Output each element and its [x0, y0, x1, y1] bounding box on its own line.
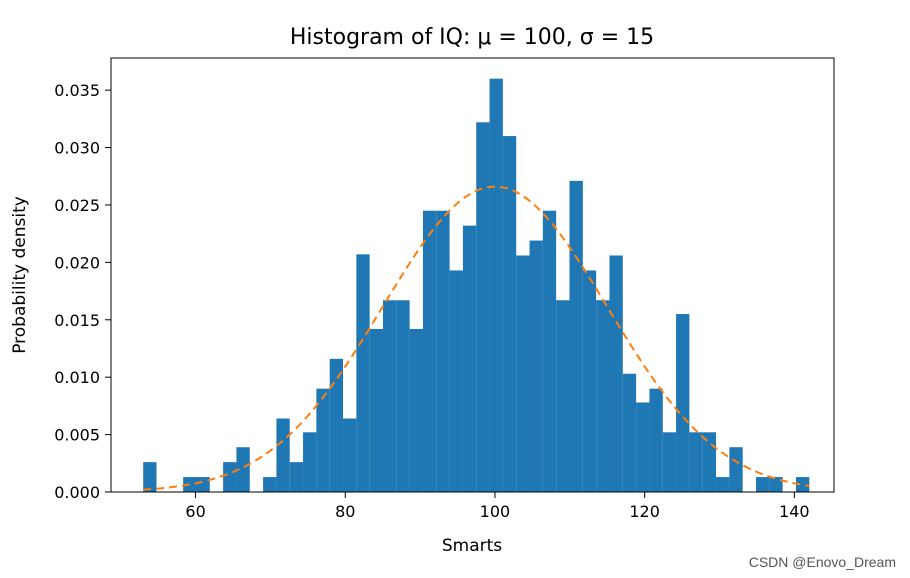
histogram-bar — [276, 418, 290, 492]
x-tick-label: 60 — [185, 502, 205, 521]
histogram-bar — [382, 300, 397, 492]
x-tick-label: 120 — [629, 502, 660, 521]
y-tick-label: 0.035 — [54, 81, 100, 100]
histogram-bar — [196, 477, 210, 492]
normal-pdf-curve — [143, 185, 810, 491]
y-tick-label: 0.000 — [54, 483, 100, 502]
histogram-bar — [556, 300, 570, 492]
histogram-bar — [596, 300, 610, 492]
histogram-bar — [343, 418, 357, 492]
histogram-bar — [462, 225, 477, 492]
x-tick-label: 80 — [335, 502, 355, 521]
histogram-bar — [422, 210, 437, 492]
histogram-bar — [436, 210, 450, 492]
y-tick-label: 0.020 — [54, 253, 100, 272]
histogram-bar — [676, 314, 690, 492]
histogram-bar — [609, 255, 623, 492]
y-tick-label: 0.030 — [54, 139, 100, 158]
x-tick-label: 140 — [779, 502, 810, 521]
histogram-bar — [502, 136, 517, 492]
plot-frame — [110, 57, 835, 493]
histogram-bar — [702, 432, 717, 492]
histogram-bar — [356, 254, 370, 492]
histogram-bar — [143, 462, 157, 492]
histogram-bar — [396, 300, 410, 492]
histogram-bar — [662, 432, 677, 492]
y-tick-label: 0.010 — [54, 368, 100, 387]
histogram-bar — [223, 462, 237, 492]
histogram-bar — [769, 477, 783, 492]
x-axis-ticks: 60 80 100 120 140 — [185, 492, 810, 521]
histogram-bar — [263, 477, 277, 492]
chart-title: Histogram of IQ: μ = 100, σ = 15 — [290, 25, 654, 50]
histogram-bars — [143, 78, 810, 493]
histogram-bar — [716, 477, 730, 492]
y-tick-label: 0.005 — [54, 426, 100, 445]
histogram-bar — [529, 240, 543, 492]
histogram-bar — [449, 270, 463, 492]
histogram-bar — [316, 388, 330, 492]
histogram-bar — [542, 210, 557, 492]
histogram-bar — [729, 447, 743, 492]
histogram-bar — [289, 462, 304, 492]
x-axis-label: Smarts — [442, 536, 502, 556]
histogram-bar — [369, 328, 383, 492]
y-tick-label: 0.025 — [54, 196, 100, 215]
histogram-bar — [236, 447, 250, 492]
histogram-bar — [329, 358, 344, 492]
histogram-bar — [689, 432, 703, 492]
y-axis-label: Probability density — [10, 196, 30, 354]
histogram-bar — [569, 180, 583, 492]
histogram-bar — [409, 328, 423, 492]
x-tick-label: 100 — [480, 502, 511, 521]
histogram-bar — [636, 402, 650, 492]
histogram-bar — [582, 270, 597, 492]
histogram-bar — [795, 477, 810, 492]
histogram-bar — [476, 122, 490, 492]
histogram-bar — [756, 477, 770, 492]
y-tick-label: 0.015 — [54, 311, 100, 330]
histogram-bar — [622, 373, 637, 492]
histogram-bar — [649, 388, 663, 492]
y-axis-ticks: 0.000 0.005 0.010 0.015 0.020 0.025 0.030 0.035 — [54, 81, 111, 502]
histogram-bar — [489, 78, 503, 493]
histogram-bar — [303, 432, 317, 492]
histogram-bar — [516, 255, 530, 492]
watermark-text: CSDN @Enovo_Dream — [748, 554, 896, 570]
